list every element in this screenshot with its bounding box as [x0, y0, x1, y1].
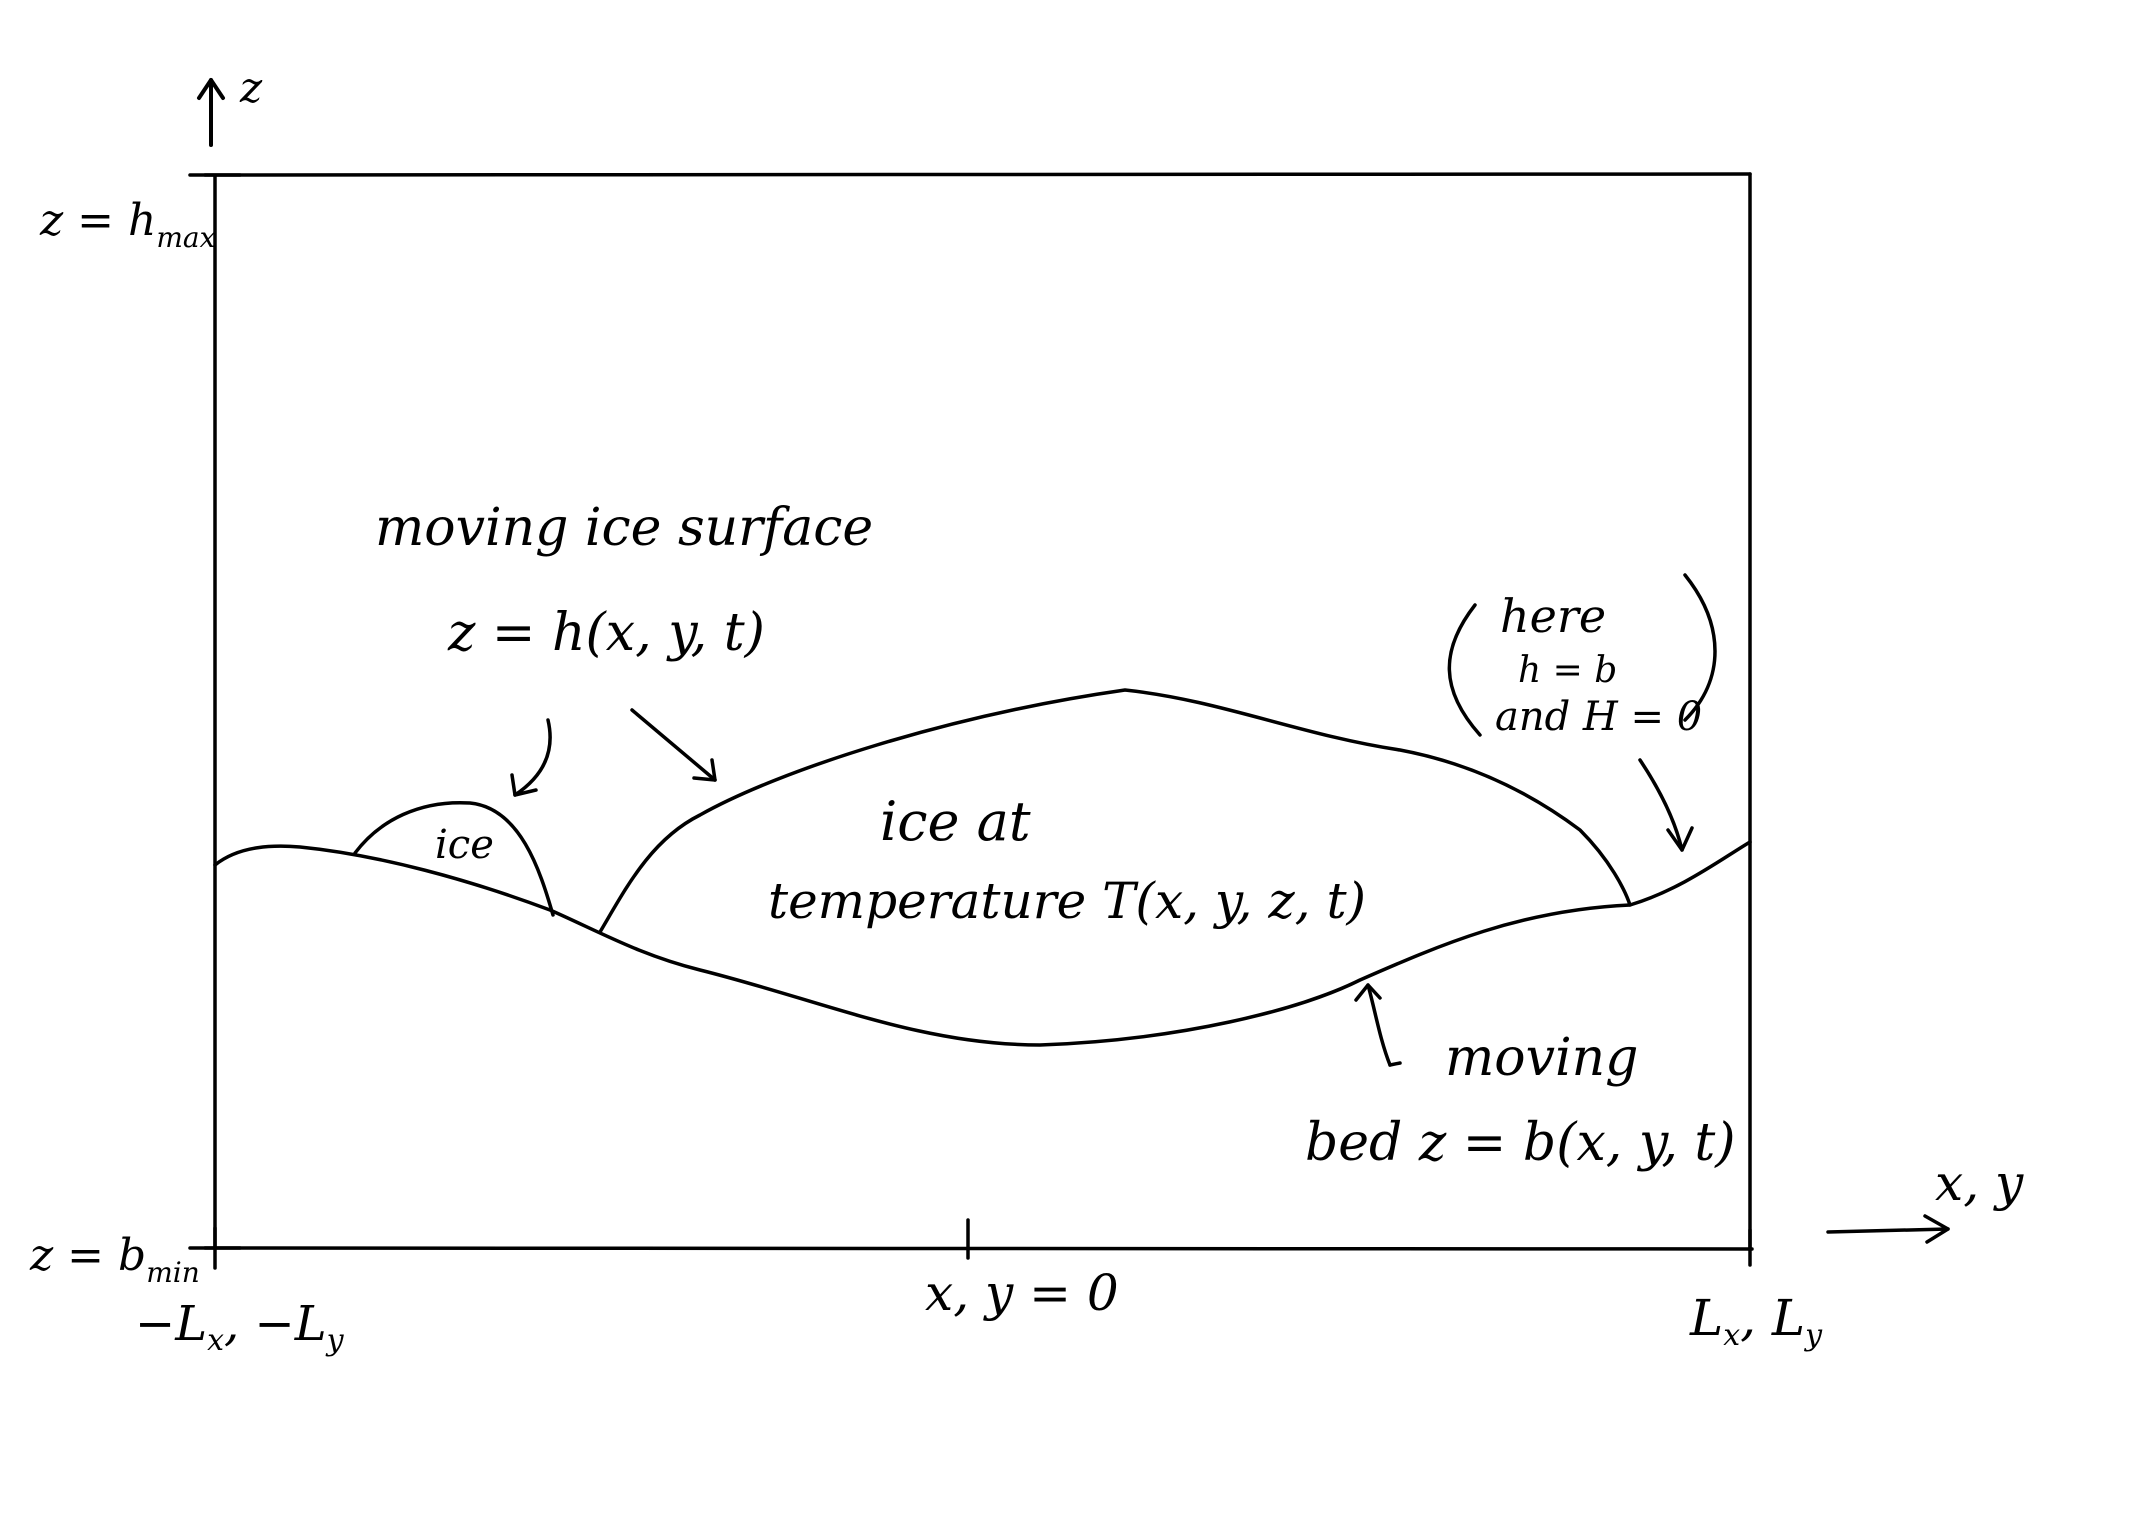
left-boundary-mid: , −L	[224, 1296, 327, 1352]
small-ice-cap-outline	[353, 800, 555, 917]
z-min-label: z = bmin	[29, 1230, 200, 1289]
bed-curve	[213, 840, 1752, 1047]
domain-box	[203, 172, 1754, 1252]
left-boundary-sub-y: y	[325, 1323, 345, 1358]
ice-at-label: ice at	[880, 790, 1031, 853]
left-boundary-label: −Lx, −Ly	[135, 1296, 345, 1358]
small-ice-label: ice	[435, 822, 494, 868]
right-boundary-mid: , L	[1740, 1289, 1805, 1347]
z-axis-arrow	[197, 78, 225, 147]
z-max-main: z = h	[39, 195, 156, 246]
left-boundary-sub-x: x	[207, 1323, 224, 1358]
z-min-subscript: min	[146, 1256, 200, 1289]
z-axis-label: z	[239, 63, 263, 112]
large-ice-cap-outline	[598, 688, 1632, 934]
horizontal-axis-label: x, y	[1935, 1154, 2024, 1212]
left-boundary-main: −L	[135, 1296, 207, 1352]
surface-title: moving ice surface	[375, 498, 873, 558]
here-line-1: here	[1500, 589, 1606, 643]
z-max-label: z = hmax	[39, 195, 216, 254]
bed-equation-label: bed z = b(x, y, t)	[1305, 1113, 1736, 1173]
right-boundary-sub-y: y	[1803, 1318, 1823, 1353]
here-note-right-paren	[1683, 573, 1717, 722]
here-note-arrow	[1638, 758, 1694, 852]
surface-arrow-large-cap	[630, 708, 717, 782]
right-boundary-label: Lx, Ly	[1689, 1289, 1823, 1353]
surface-arrow-small-cap	[510, 718, 552, 797]
here-line-2: h = b	[1518, 650, 1617, 691]
surface-equation: z = h(x, y, t)	[447, 603, 765, 663]
here-note-left-paren	[1447, 603, 1482, 737]
here-line-3: and H = 0	[1495, 694, 1702, 740]
axis-ticks	[188, 173, 1752, 1270]
temperature-label: temperature T(x, y, z, t)	[768, 872, 1366, 930]
bed-arrow	[1354, 983, 1402, 1067]
center-label: x, y = 0	[925, 1264, 1119, 1322]
horizontal-axis-arrow	[1826, 1214, 1950, 1244]
right-boundary-sub-x: x	[1723, 1318, 1740, 1353]
z-min-main: z = b	[29, 1230, 146, 1281]
bed-moving-label: moving	[1445, 1028, 1638, 1088]
right-boundary-main: L	[1689, 1289, 1723, 1347]
z-max-subscript: max	[156, 221, 215, 254]
